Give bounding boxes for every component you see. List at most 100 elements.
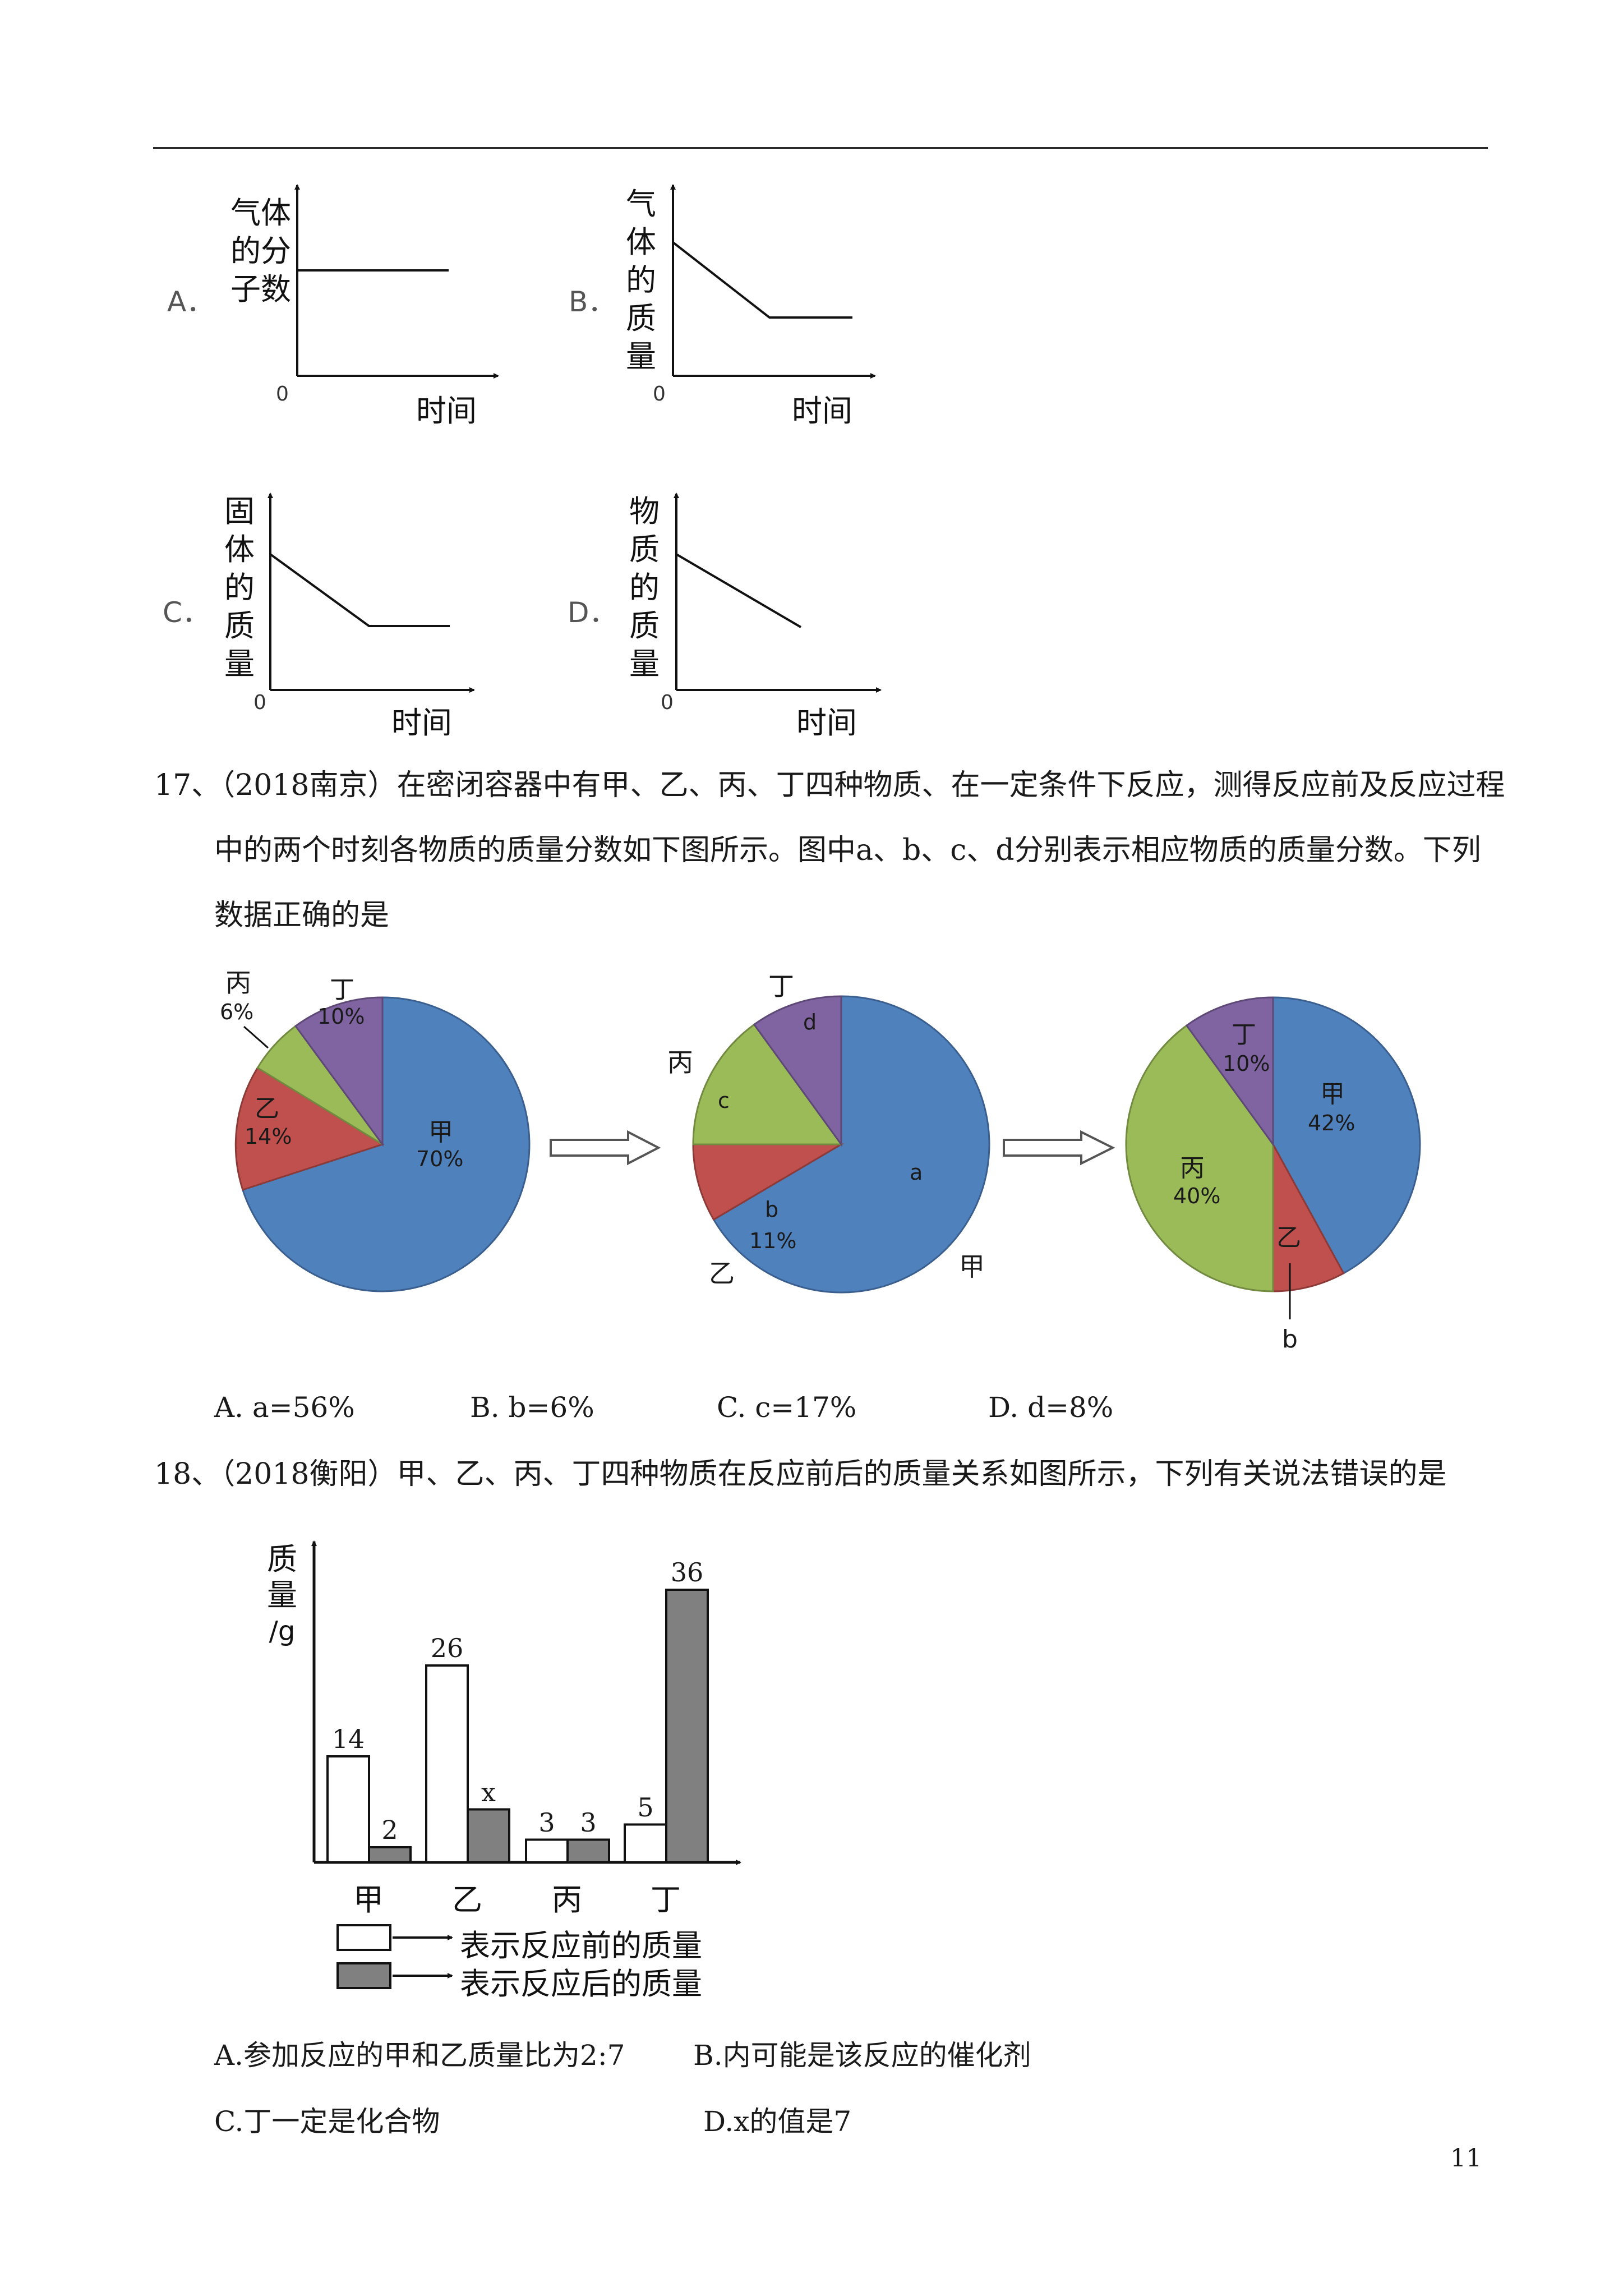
graph-a-origin: 0 xyxy=(276,383,289,406)
pie1-label-ding-value: 10% xyxy=(317,1004,365,1029)
bar-group xyxy=(326,1589,709,1864)
q17-line-2: 中的两个时刻各物质的质量分数如下图所示。图中a、b、c、d分别表示相应物质的质量… xyxy=(214,834,1481,867)
pie3-label-ding-name: 丁 xyxy=(1232,1020,1256,1049)
bar-value-label-before-2: 26 xyxy=(430,1633,464,1663)
graph-a-ylabel: 气体 的分 子数 xyxy=(230,195,291,307)
bar-category-label-1: 甲 xyxy=(353,1882,384,1917)
graph-b-xlabel: 时间 xyxy=(792,393,852,429)
header-rule xyxy=(153,147,1488,149)
pie3-slice-ding xyxy=(1185,996,1274,1147)
bar-category-label-3: 丙 xyxy=(552,1882,582,1917)
graph-b-line xyxy=(672,241,852,319)
legend-swatch-before xyxy=(336,1924,391,1951)
bar-after-4 xyxy=(665,1589,709,1864)
pie1-label-yi-name: 乙 xyxy=(255,1094,279,1123)
option-letter-a: A． xyxy=(167,286,215,318)
pie2-label-bing-name: 丙 xyxy=(667,1047,693,1078)
pie3-label-bing-name: 丙 xyxy=(1180,1154,1205,1182)
pie3-slice-yi xyxy=(1272,1144,1345,1292)
graph-c-origin: 0 xyxy=(253,691,266,714)
pie1-label-jia-name: 甲 xyxy=(428,1118,453,1147)
bar-category-label-4: 丁 xyxy=(651,1882,681,1917)
option-letter-c: C． xyxy=(163,596,210,629)
bar-value-label-after-1: 2 xyxy=(381,1815,398,1845)
pie2-label-bing-value: c xyxy=(718,1088,730,1113)
bar-before-4 xyxy=(624,1823,667,1864)
q17-option-c: C. c=17% xyxy=(717,1391,857,1424)
pie2-label-ding-name: 丁 xyxy=(768,971,794,1001)
q17-line-3: 数据正确的是 xyxy=(214,899,390,932)
arrow-1 xyxy=(550,1130,661,1166)
graph-c-xlabel: 时间 xyxy=(391,705,452,740)
arrow-2 xyxy=(1003,1130,1115,1166)
legend-label-before: 表示反应前的质量 xyxy=(460,1928,702,1963)
pie3 xyxy=(1125,996,1421,1292)
pie3-label-bing-value: 40% xyxy=(1173,1184,1221,1208)
pie1-label-yi-value: 14% xyxy=(245,1124,292,1149)
option-letter-d: D． xyxy=(568,596,617,629)
graph-c-line xyxy=(269,553,450,627)
bar-after-1 xyxy=(368,1846,412,1864)
pie2 xyxy=(692,995,990,1294)
q18-option-c: C.丁一定是化合物 xyxy=(214,2105,440,2138)
bar-ylabel: 质量/g xyxy=(267,1542,297,1647)
bar-value-label-before-1: 14 xyxy=(331,1724,365,1754)
bar-category-label-2: 乙 xyxy=(452,1882,482,1917)
q18-option-b: B.内可能是该反应的催化剂 xyxy=(693,2039,1031,2072)
graph-c xyxy=(268,493,475,693)
q18-line-1: 18、（2018衡阳）甲、乙、丙、丁四种物质在反应前后的质量关系如图所示，下列有… xyxy=(154,1457,1447,1491)
pie1-slice-yi xyxy=(234,1066,385,1191)
pie3-label-ding-value: 10% xyxy=(1223,1051,1270,1076)
pie1-label-bing-name: 丙 xyxy=(225,968,251,998)
graph-c-ylabel: 固体的质量 xyxy=(224,494,255,682)
pie3-label-jia-value: 42% xyxy=(1308,1111,1355,1135)
bar-after-2 xyxy=(467,1808,510,1864)
pie2-label-jia-value: a xyxy=(910,1160,923,1185)
bar-value-label-after-2: x xyxy=(481,1777,496,1807)
page-number: 11 xyxy=(1450,2144,1482,2173)
pie1 xyxy=(234,996,531,1292)
bar-value-label-after-3: 3 xyxy=(580,1807,597,1838)
pie2-label-yi-value2: 11% xyxy=(749,1228,797,1253)
legend-label-after: 表示反应后的质量 xyxy=(460,1966,702,2001)
q18-option-a: A.参加反应的甲和乙质量比为2:7 xyxy=(214,2039,625,2072)
graph-d-line xyxy=(675,553,802,628)
bar-value-label-before-4: 5 xyxy=(637,1792,654,1823)
pie3-label-b: b xyxy=(1282,1325,1298,1354)
pie1-label-bing-value: 6% xyxy=(220,1000,254,1024)
bar-value-label-after-4: 36 xyxy=(670,1557,704,1588)
pie3-label-yi-name: 乙 xyxy=(1276,1223,1301,1252)
pie1-slice-jia xyxy=(241,996,531,1292)
q17-line-1: 17、（2018南京）在密闭容器中有甲、乙、丙、丁四种物质、在一定条件下反应，测… xyxy=(154,769,1505,802)
q17-option-d: D. d=8% xyxy=(988,1391,1114,1424)
bar-before-1 xyxy=(326,1755,370,1864)
pie2-slice-bing xyxy=(692,1023,843,1145)
graph-b xyxy=(670,184,876,379)
q17-option-a: A. a=56% xyxy=(214,1391,355,1424)
pie2-slice-ding xyxy=(753,995,842,1147)
pie1-label-ding-name: 丁 xyxy=(330,976,354,1004)
legend-swatch-after xyxy=(336,1962,391,1989)
graph-d-origin: 0 xyxy=(661,691,674,714)
pie2-label-yi-name: 乙 xyxy=(709,1258,735,1289)
graph-b-ylabel: 气体的质量 xyxy=(626,186,656,374)
graph-d-xlabel: 时间 xyxy=(796,705,857,740)
pie2-label-jia-name: 甲 xyxy=(959,1251,985,1282)
pie3-slice-jia xyxy=(1272,996,1421,1274)
pie1-slice-ding xyxy=(294,996,384,1147)
bar-after-3 xyxy=(566,1838,610,1864)
option-letter-b: B． xyxy=(569,286,616,318)
pie2-slice-yi xyxy=(692,1143,845,1221)
pie2-label-yi-value: b xyxy=(765,1197,779,1222)
bar-before-3 xyxy=(525,1838,569,1864)
pie2-slice-jia xyxy=(712,995,990,1294)
graph-b-origin: 0 xyxy=(653,383,666,406)
q17-option-b: B. b=6% xyxy=(470,1391,594,1424)
pie3-slice-bing xyxy=(1125,1024,1274,1292)
graph-d-ylabel: 物质的质量 xyxy=(629,494,660,682)
pie1-bing-leader xyxy=(243,1025,269,1049)
pie3-label-jia-name: 甲 xyxy=(1320,1080,1345,1108)
bar-value-label-before-3: 3 xyxy=(538,1807,555,1838)
graph-d xyxy=(674,493,882,693)
